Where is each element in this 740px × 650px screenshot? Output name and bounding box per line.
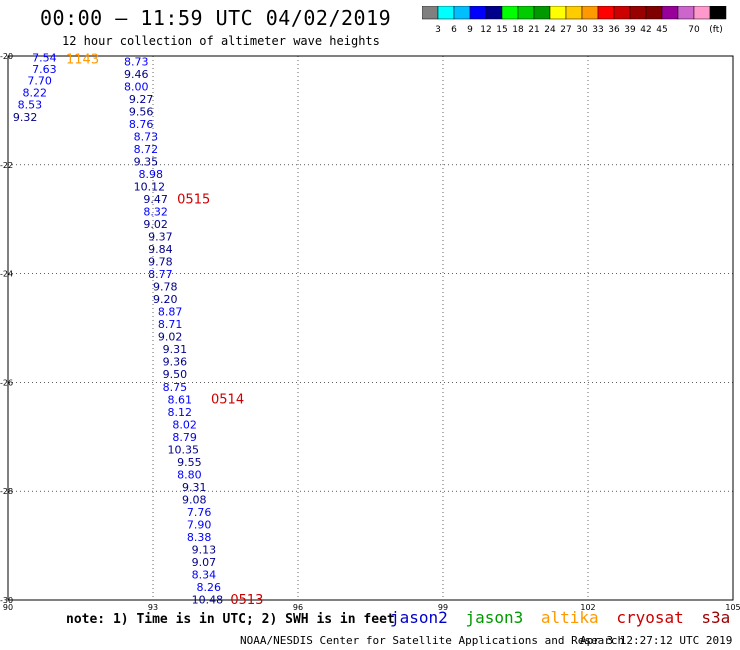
- wave-height-label: 8.87: [158, 306, 183, 319]
- colorbar-swatch: [709, 6, 727, 20]
- generated-timestamp: Apr 3 12:27:12 UTC 2019: [580, 634, 733, 647]
- wave-height-label: 9.78: [153, 281, 178, 294]
- legend-jason3: jason3: [465, 608, 524, 627]
- wave-height-label: 8.72: [134, 143, 159, 156]
- pass-time-label: 1143: [66, 53, 99, 68]
- wave-height-label: 9.78: [148, 256, 173, 269]
- colorbar-label: 70: [688, 25, 700, 35]
- y-tick-label: -22: [0, 161, 13, 170]
- wave-height-label: 8.00: [124, 80, 149, 93]
- wave-height-label: 8.73: [134, 131, 159, 144]
- wave-height-label: 9.02: [158, 331, 183, 344]
- wave-height-label: 7.90: [187, 518, 212, 531]
- colorbar-label: 27: [560, 25, 571, 35]
- x-tick-label: 90: [3, 603, 13, 610]
- legend-s3a: s3a: [701, 608, 731, 627]
- legend-cryosat: cryosat: [616, 608, 684, 627]
- wave-height-label: 9.35: [134, 156, 159, 169]
- pass-time-label: 0514: [211, 393, 244, 408]
- y-tick-label: -28: [0, 487, 13, 496]
- colorbar-label: 39: [624, 25, 636, 35]
- wave-height-label: 7.70: [27, 74, 52, 87]
- x-tick-label: 102: [580, 603, 595, 610]
- wave-height-label: 8.80: [177, 468, 202, 481]
- y-tick-label: -24: [0, 270, 13, 279]
- legend-altika: altika: [540, 608, 599, 627]
- wave-height-label: 8.73: [124, 55, 149, 68]
- wave-height-label: 10.35: [168, 443, 200, 456]
- colorbar-label: 45: [656, 25, 667, 35]
- colorbar-label: 30: [576, 25, 588, 35]
- colorbar-label: 3: [435, 25, 441, 35]
- wave-height-label: 9.31: [182, 481, 207, 494]
- wave-height-label: 9.08: [182, 493, 207, 506]
- wave-height-label: 8.75: [163, 381, 188, 394]
- wave-height-label: 9.50: [163, 368, 188, 381]
- wave-height-label: 8.34: [192, 568, 217, 581]
- wave-height-label: 7.76: [187, 506, 212, 519]
- x-tick-label: 99: [438, 603, 448, 610]
- colorbar-label: 33: [592, 25, 603, 35]
- wave-height-label: 8.12: [168, 406, 193, 419]
- y-tick-label: -30: [0, 596, 13, 605]
- wave-height-label: 8.22: [23, 86, 48, 99]
- colorbar-label: 36: [608, 25, 620, 35]
- wave-height-label: 9.31: [163, 343, 188, 356]
- colorbar-label: 9: [467, 25, 473, 35]
- wave-height-label: 7.54: [32, 52, 57, 65]
- wave-height-label: 9.32: [13, 111, 38, 124]
- wave-height-label: 8.71: [158, 318, 183, 331]
- wave-height-label: 9.84: [148, 243, 173, 256]
- wave-height-label: 9.20: [153, 293, 178, 306]
- map-title: 00:00 – 11:59 UTC 04/02/2019: [40, 6, 392, 30]
- colorbar-label: 18: [512, 25, 524, 35]
- wave-height-label: 8.76: [129, 118, 154, 131]
- wave-height-label: 8.98: [139, 168, 164, 181]
- wave-height-label: 7.63: [32, 63, 57, 76]
- satellite-legend: jason2 jason3 altika cryosat s3a: [390, 608, 738, 627]
- wave-height-label: 8.53: [18, 98, 42, 111]
- colorbar-label: 15: [496, 25, 507, 35]
- colorbar-label: 12: [480, 25, 491, 35]
- colorbar-label: 42: [640, 25, 651, 35]
- wave-height-label: 8.79: [172, 431, 197, 444]
- map-subtitle: 12 hour collection of altimeter wave hei…: [62, 34, 380, 48]
- wave-height-label: 8.61: [168, 393, 193, 406]
- wave-height-label: 9.37: [148, 231, 173, 244]
- wave-height-label: 9.27: [129, 93, 154, 106]
- wave-height-label: 10.12: [134, 181, 166, 194]
- pass-time-label: 0513: [230, 593, 263, 608]
- wave-height-label: 8.77: [148, 268, 173, 281]
- wave-height-label: 8.32: [143, 206, 168, 219]
- wave-height-label: 9.46: [124, 68, 149, 81]
- wave-height-map[interactable]: 90 93 96 99 102 105-20-22-24-26-28-307.547.63…: [0, 0, 740, 610]
- wave-height-label: 10.48: [192, 593, 224, 606]
- wave-height-label: 9.47: [143, 193, 168, 206]
- wave-height-label: 8.38: [187, 531, 212, 544]
- pass-time-label: 0515: [177, 193, 210, 208]
- color-scale-legend: 3 6 9 12 15 18 21 24 27 30 33 36 39 42 45 70 (ft): [422, 6, 727, 35]
- wave-height-label: 9.13: [192, 543, 217, 556]
- y-tick-label: -26: [0, 378, 13, 387]
- colorbar-label: 24: [544, 25, 556, 35]
- wave-height-label: 8.02: [172, 418, 197, 431]
- x-tick-label: 96: [293, 603, 303, 610]
- colorbar-unit: (ft): [709, 25, 723, 35]
- wave-height-label: 8.26: [197, 581, 222, 594]
- wave-height-label: 9.36: [163, 356, 188, 369]
- x-tick-label: 105: [725, 603, 740, 610]
- credit-line: NOAA/NESDIS Center for Satellite Applica…: [240, 634, 625, 647]
- wave-height-label: 9.56: [129, 105, 154, 118]
- legend-jason2: jason2: [390, 608, 448, 627]
- wave-height-label: 9.55: [177, 456, 202, 469]
- wave-height-label: 9.07: [192, 556, 217, 569]
- wave-height-label: 9.02: [143, 218, 168, 231]
- x-tick-label: 93: [148, 603, 158, 610]
- colorbar-label: 21: [528, 25, 539, 35]
- map-frame: [7, 55, 734, 601]
- y-tick-label: -20: [0, 52, 13, 61]
- footer-note: note: 1) Time is in UTC; 2) SWH is in fe…: [66, 612, 395, 627]
- colorbar-label: 6: [451, 25, 457, 35]
